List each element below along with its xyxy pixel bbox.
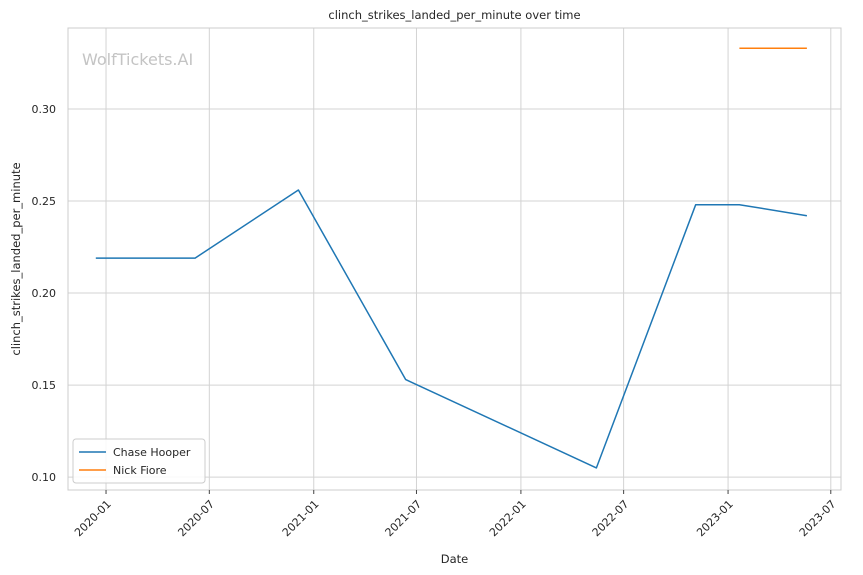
legend-label: Nick Fiore xyxy=(113,464,167,477)
chart-title: clinch_strikes_landed_per_minute over ti… xyxy=(328,8,580,22)
x-tick-label: 2021-01 xyxy=(280,498,322,540)
y-axis-title: clinch_strikes_landed_per_minute xyxy=(9,162,23,355)
y-tick-label: 0.15 xyxy=(32,379,57,392)
x-tick-label: 2022-07 xyxy=(590,498,632,540)
x-tick-label: 2021-07 xyxy=(383,498,425,540)
x-axis-title: Date xyxy=(441,552,469,566)
plot-frame xyxy=(67,27,842,491)
x-tick-label: 2020-01 xyxy=(72,498,114,540)
y-tick-label: 0.25 xyxy=(32,195,57,208)
y-tick-label: 0.10 xyxy=(32,471,57,484)
watermark: WolfTickets.AI xyxy=(82,50,193,69)
x-tick-label: 2023-01 xyxy=(694,498,736,540)
legend-box xyxy=(72,438,206,484)
y-tick-label: 0.30 xyxy=(32,103,57,116)
legend: Chase Hooper Nick Fiore xyxy=(72,438,206,484)
legend-label: Chase Hooper xyxy=(113,446,191,459)
x-tick-label: 2020-07 xyxy=(175,498,217,540)
grid-lines xyxy=(68,28,841,490)
x-tick-label: 2022-01 xyxy=(487,498,529,540)
y-tick-label: 0.20 xyxy=(32,287,57,300)
series-lines xyxy=(95,47,808,469)
x-tick-label: 2023-07 xyxy=(797,498,839,540)
series-line xyxy=(95,189,808,469)
